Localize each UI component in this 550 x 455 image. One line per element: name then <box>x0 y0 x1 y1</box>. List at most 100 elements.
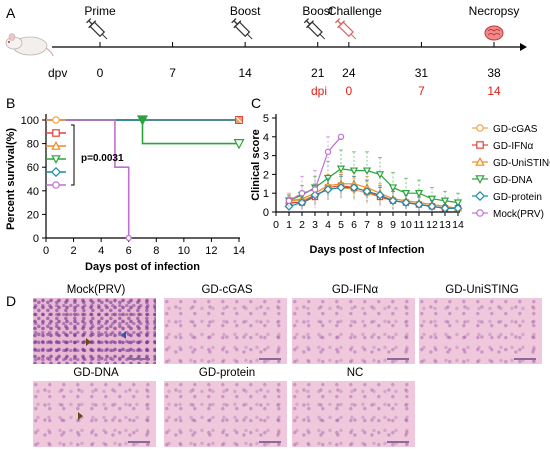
syringe-icon-flange <box>337 20 346 29</box>
timeline-arrowhead <box>520 43 527 51</box>
y-tick-label: 1 <box>263 188 269 200</box>
x-tick-label: 5 <box>338 219 344 231</box>
data-point <box>125 234 132 242</box>
y-tick-label: 20 <box>27 209 39 221</box>
dpv-tick-label: 38 <box>487 66 501 80</box>
x-tick-label: 6 <box>126 245 132 257</box>
histology-image-nc <box>292 381 415 447</box>
legend-label: GD-cGAS <box>493 124 538 135</box>
x-tick-label: 0 <box>43 245 49 257</box>
data-point <box>52 129 60 137</box>
scale-bar <box>514 358 536 360</box>
syringe-icon-plunger <box>337 20 342 25</box>
data-point <box>336 183 346 193</box>
significance-bracket <box>71 124 75 186</box>
data-point <box>375 171 385 179</box>
scale-bar <box>387 441 409 443</box>
dpi-label: dpi <box>311 84 327 98</box>
event-label: Boost <box>230 4 261 18</box>
x-tick-label: 0 <box>273 219 279 231</box>
y-tick-label: 0 <box>263 207 269 219</box>
dpv-tick-label: 24 <box>342 66 356 80</box>
panel-label-a: A <box>6 5 16 21</box>
panel-label-b: B <box>6 95 16 111</box>
histology-title-unisting: GD-UniSTING <box>445 284 519 296</box>
data-point <box>474 190 486 202</box>
data-point <box>453 199 463 207</box>
data-point <box>362 186 372 196</box>
syringe-icon-plunger <box>305 20 311 25</box>
legend-label: GD-DNA <box>493 175 533 186</box>
dpv-tick-label: 31 <box>415 66 429 80</box>
scale-bar <box>128 441 150 443</box>
dpv-label: dpv <box>48 66 67 80</box>
data-point <box>323 184 333 194</box>
data-point <box>414 200 424 209</box>
event-label: Boost <box>302 4 333 18</box>
x-tick-label: 6 <box>351 219 357 231</box>
p-value: p=0.0031 <box>81 153 124 164</box>
data-point <box>349 167 359 175</box>
data-point <box>401 198 411 208</box>
data-point <box>427 201 437 211</box>
x-tick-label: 1 <box>286 219 292 231</box>
dpv-tick-label: 0 <box>97 66 104 80</box>
histology-title-mock: Mock(PRV) <box>66 284 126 296</box>
data-point <box>233 138 245 150</box>
data-point <box>401 189 411 198</box>
data-point <box>375 190 385 200</box>
data-point <box>440 197 450 206</box>
data-point <box>52 181 60 189</box>
histology-title-nc: NC <box>346 367 364 379</box>
dpi-tick-label: 14 <box>487 84 501 98</box>
data-point <box>336 165 346 174</box>
syringe-icon-thumb <box>231 18 237 24</box>
y-axis-label: Percent survival(%) <box>5 128 17 230</box>
data-point <box>137 115 148 126</box>
syringe-icon-needle <box>101 33 108 40</box>
syringe-icon-plunger <box>233 20 238 25</box>
legend-label: GD-IFNα <box>493 141 533 152</box>
data-point <box>388 184 398 192</box>
y-tick-label: 4 <box>263 132 269 144</box>
histology-title-ifn: GD-IFNα <box>331 284 379 296</box>
dpi-tick-label: 7 <box>418 84 425 98</box>
dpi-tick-label: 0 <box>345 84 352 98</box>
x-tick-label: 7 <box>364 219 370 231</box>
survival-series-line <box>46 119 130 238</box>
y-tick-label: 5 <box>263 113 269 125</box>
legend-label: GD-protein <box>493 192 542 203</box>
event-label: Prime <box>84 4 116 18</box>
data-point <box>388 196 398 206</box>
data-point <box>52 116 60 124</box>
x-tick-label: 13 <box>439 219 451 231</box>
syringe-icon <box>303 18 326 40</box>
scale-bar <box>259 358 281 360</box>
dpv-tick-label: 7 <box>169 66 176 80</box>
syringe-icon-plunger <box>88 20 93 25</box>
arrow-icon <box>71 407 83 420</box>
histology-image-dna <box>33 381 156 447</box>
arrow-icon <box>79 333 91 346</box>
x-tick-label: 12 <box>426 219 438 231</box>
brain-icon <box>484 25 504 41</box>
data-point <box>298 189 306 197</box>
x-axis-label: Days post of infection <box>85 261 200 273</box>
syringe-icon <box>86 18 108 40</box>
histology-image-cgas <box>164 298 287 364</box>
data-point <box>285 197 293 204</box>
syringe-icon <box>334 18 357 40</box>
data-point <box>349 183 359 193</box>
histology-image-ifn <box>292 298 415 364</box>
x-tick-label: 14 <box>233 245 245 257</box>
histology-title-protein: GD-protein <box>198 367 256 379</box>
x-tick-label: 11 <box>414 219 425 231</box>
data-point <box>440 203 450 213</box>
syringe-icon-thumb <box>86 18 92 24</box>
legend-label: GD-UniSTING <box>493 158 550 169</box>
scale-bar <box>128 358 150 360</box>
histology-title-dna: GD-DNA <box>73 367 119 379</box>
x-tick-label: 10 <box>400 219 412 231</box>
